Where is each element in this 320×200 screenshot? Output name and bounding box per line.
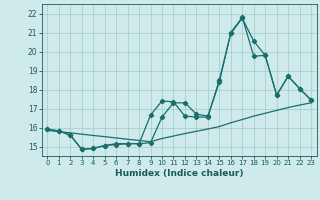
X-axis label: Humidex (Indice chaleur): Humidex (Indice chaleur) (115, 169, 244, 178)
